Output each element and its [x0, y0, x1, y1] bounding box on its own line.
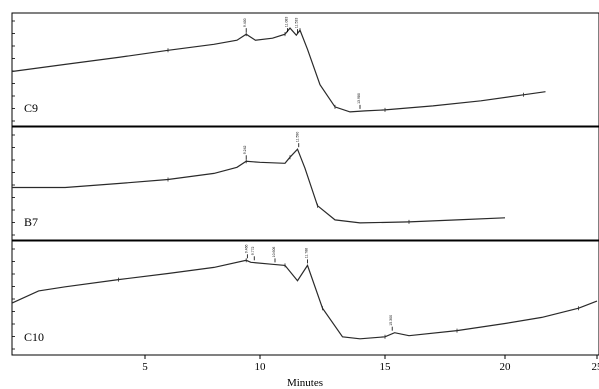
peak-label: 15.300 — [389, 315, 393, 326]
x-tick-label: 25 — [592, 361, 599, 373]
panel-frame — [11, 12, 599, 127]
trace-c9 — [11, 27, 546, 113]
x-tick-label: 10 — [255, 361, 267, 373]
peak-label: 9.466 — [244, 244, 248, 253]
panel-b7: 9.242 11.590 B7 — [11, 126, 599, 241]
peak-label: 9.772 — [251, 246, 255, 255]
panel-frame — [11, 126, 599, 241]
peak-label: 11.590 — [296, 132, 300, 142]
peak-label: 11.083 — [285, 17, 289, 27]
x-axis-title: Minutes — [287, 377, 323, 389]
peak-label: 11.533 — [295, 18, 299, 28]
peak-label: 9.242 — [243, 145, 247, 154]
peak-label: 10.606 — [272, 247, 276, 258]
panel-label-c10: C10 — [24, 330, 44, 344]
x-tick-label: 5 — [142, 361, 148, 373]
trace-c10 — [11, 259, 598, 340]
panel-label-b7: B7 — [24, 215, 38, 229]
x-tick-label: 20 — [500, 361, 512, 373]
peak-label: 11.788 — [305, 248, 309, 258]
x-tick-label: 15 — [380, 361, 392, 373]
panel-c10: 9.466 9.772 10.606 11.788 15.300 C10 — [11, 240, 599, 356]
panel-c9: 9.400 11.083 11.533 13.980 C9 — [11, 12, 599, 127]
peak-label: 13.980 — [357, 93, 361, 104]
panel-label-c9: C9 — [24, 101, 38, 115]
trace-b7 — [12, 148, 506, 224]
peak-label: 9.400 — [243, 18, 247, 27]
